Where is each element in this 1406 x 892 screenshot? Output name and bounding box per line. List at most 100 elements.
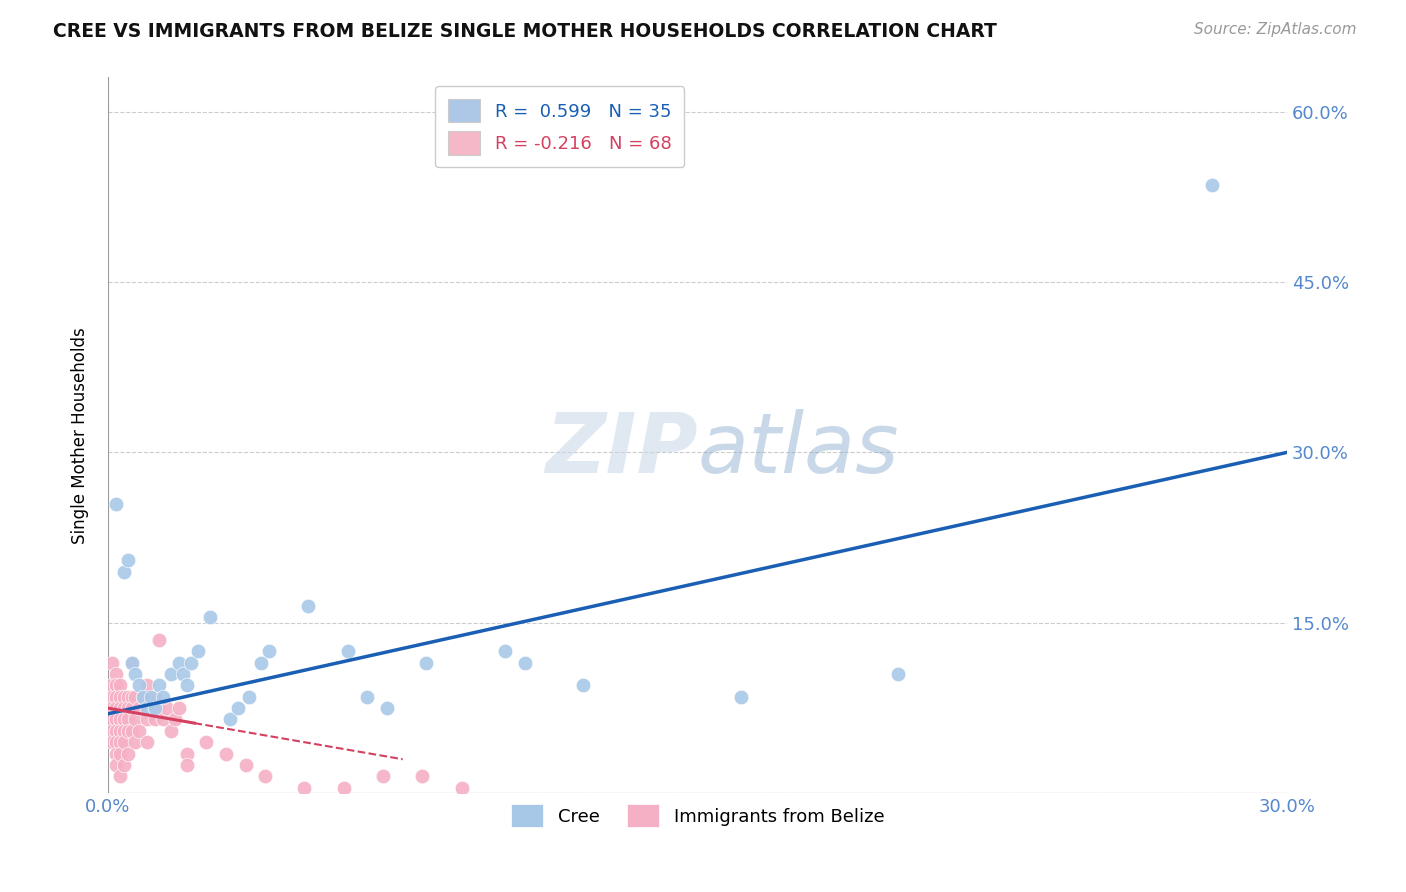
Point (101, 735, 124, 749)
Point (104, 497, 127, 511)
Point (104, 723, 127, 738)
Point (176, 758, 198, 772)
Point (195, 735, 218, 749)
Point (136, 735, 159, 749)
Point (494, 644, 516, 658)
Point (104, 747, 127, 761)
Point (218, 713, 240, 727)
Point (112, 723, 135, 738)
Point (156, 701, 179, 715)
Point (513, 656, 536, 670)
Point (257, 644, 280, 658)
Point (371, 769, 394, 783)
Point (415, 656, 437, 670)
Point (104, 667, 127, 681)
Point (294, 780, 316, 795)
Point (297, 599, 319, 613)
Point (104, 701, 127, 715)
Point (148, 632, 170, 647)
Point (128, 701, 150, 715)
Point (117, 690, 139, 704)
Point (104, 678, 127, 692)
Point (132, 690, 155, 704)
Point (132, 690, 155, 704)
Point (730, 690, 752, 704)
Point (1201, 178, 1223, 193)
Point (101, 656, 124, 670)
Point (176, 747, 198, 761)
Point (450, 780, 472, 795)
Point (254, 769, 277, 783)
Point (101, 678, 124, 692)
Point (176, 678, 198, 692)
Point (887, 667, 910, 681)
Point (198, 610, 221, 624)
Point (124, 735, 146, 749)
Point (163, 713, 186, 727)
Point (108, 723, 131, 738)
Point (356, 690, 378, 704)
Point (187, 644, 209, 658)
Point (112, 758, 135, 772)
Point (136, 678, 159, 692)
Point (108, 747, 131, 761)
Point (143, 713, 166, 727)
Point (101, 713, 124, 727)
Point (108, 678, 131, 692)
Point (141, 690, 163, 704)
Point (375, 701, 398, 715)
Point (143, 701, 166, 715)
Point (112, 735, 135, 749)
Point (117, 713, 139, 727)
Point (172, 667, 194, 681)
Text: Source: ZipAtlas.com: Source: ZipAtlas.com (1194, 22, 1357, 37)
Point (101, 701, 124, 715)
Point (167, 656, 190, 670)
Point (108, 690, 131, 704)
Point (148, 701, 170, 715)
Legend: Cree, Immigrants from Belize: Cree, Immigrants from Belize (503, 797, 891, 834)
Point (112, 701, 135, 715)
Point (121, 656, 143, 670)
Point (250, 656, 273, 670)
Point (160, 667, 183, 681)
Point (411, 769, 433, 783)
Point (108, 701, 131, 715)
Point (117, 701, 139, 715)
Point (167, 701, 190, 715)
Point (124, 690, 146, 704)
Point (101, 723, 124, 738)
Point (108, 713, 131, 727)
Point (235, 758, 257, 772)
Point (112, 565, 135, 579)
Point (152, 713, 174, 727)
Point (104, 713, 127, 727)
Point (572, 678, 595, 692)
Text: atlas: atlas (697, 409, 898, 491)
Point (215, 747, 238, 761)
Point (108, 769, 131, 783)
Point (238, 690, 260, 704)
Point (117, 723, 139, 738)
Point (112, 713, 135, 727)
Point (152, 690, 174, 704)
Point (128, 678, 150, 692)
Point (160, 723, 183, 738)
Point (136, 701, 159, 715)
Point (117, 747, 139, 761)
Point (136, 713, 159, 727)
Point (104, 735, 127, 749)
Text: ZIP: ZIP (544, 409, 697, 491)
Point (117, 553, 139, 567)
Point (121, 690, 143, 704)
Point (112, 690, 135, 704)
Point (104, 690, 127, 704)
Point (121, 656, 143, 670)
Point (128, 723, 150, 738)
Point (143, 690, 166, 704)
Point (121, 701, 143, 715)
Text: CREE VS IMMIGRANTS FROM BELIZE SINGLE MOTHER HOUSEHOLDS CORRELATION CHART: CREE VS IMMIGRANTS FROM BELIZE SINGLE MO… (53, 22, 997, 41)
Point (148, 678, 170, 692)
Point (179, 656, 201, 670)
Y-axis label: Single Mother Households: Single Mother Households (72, 327, 89, 544)
